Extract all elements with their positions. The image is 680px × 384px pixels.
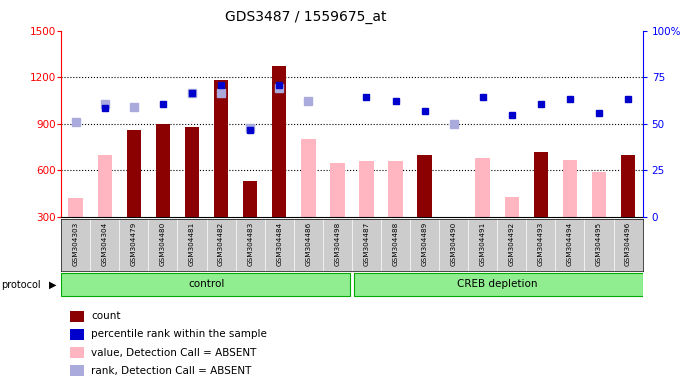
Text: GSM304487: GSM304487 [363, 222, 369, 266]
Text: GSM304486: GSM304486 [305, 222, 311, 266]
Text: GSM304481: GSM304481 [189, 222, 195, 266]
Text: GSM304303: GSM304303 [73, 222, 79, 266]
Text: rank, Detection Call = ABSENT: rank, Detection Call = ABSENT [91, 366, 252, 376]
Bar [243, 181, 258, 217]
Text: CREB depletion: CREB depletion [457, 279, 537, 289]
Bar [475, 158, 490, 217]
Bar [272, 66, 286, 217]
Bar [69, 199, 83, 217]
Bar [70, 347, 84, 358]
Text: GSM304480: GSM304480 [160, 222, 166, 266]
Text: percentile rank within the sample: percentile rank within the sample [91, 329, 267, 339]
Bar [70, 329, 84, 340]
Text: GSM304491: GSM304491 [479, 222, 486, 266]
Text: GSM304494: GSM304494 [567, 222, 573, 266]
Bar [592, 172, 607, 217]
Text: GSM304489: GSM304489 [422, 222, 428, 266]
Text: GSM304493: GSM304493 [538, 222, 544, 266]
Bar [359, 161, 374, 217]
Bar [354, 273, 643, 296]
Bar [330, 163, 345, 217]
Bar [61, 273, 350, 296]
Text: GSM304488: GSM304488 [392, 222, 398, 266]
Text: GSM304492: GSM304492 [509, 222, 515, 266]
Text: count: count [91, 311, 121, 321]
Bar [126, 130, 141, 217]
Text: GSM304490: GSM304490 [451, 222, 457, 266]
Bar [301, 139, 316, 217]
Bar [185, 127, 199, 217]
Bar [214, 80, 228, 217]
Text: GSM304482: GSM304482 [218, 222, 224, 266]
Bar [446, 217, 461, 222]
Text: GSM304484: GSM304484 [276, 222, 282, 266]
Text: GSM304495: GSM304495 [596, 222, 602, 266]
Bar [97, 155, 112, 217]
Bar [621, 155, 635, 217]
Bar [156, 124, 170, 217]
Text: ▶: ▶ [49, 280, 56, 290]
Text: control: control [188, 279, 224, 289]
Bar [418, 155, 432, 217]
Bar [534, 152, 548, 217]
Text: GSM304496: GSM304496 [625, 222, 631, 266]
Bar [505, 197, 519, 217]
Text: GSM304498: GSM304498 [335, 222, 341, 266]
Bar [70, 366, 84, 376]
Bar [562, 159, 577, 217]
Text: GSM304479: GSM304479 [131, 222, 137, 266]
Bar [70, 311, 84, 322]
Bar [388, 161, 403, 217]
Text: GSM304304: GSM304304 [102, 222, 108, 266]
Text: GSM304483: GSM304483 [247, 222, 253, 266]
Text: GDS3487 / 1559675_at: GDS3487 / 1559675_at [225, 10, 387, 23]
Text: value, Detection Call = ABSENT: value, Detection Call = ABSENT [91, 348, 257, 358]
Text: protocol: protocol [1, 280, 41, 290]
